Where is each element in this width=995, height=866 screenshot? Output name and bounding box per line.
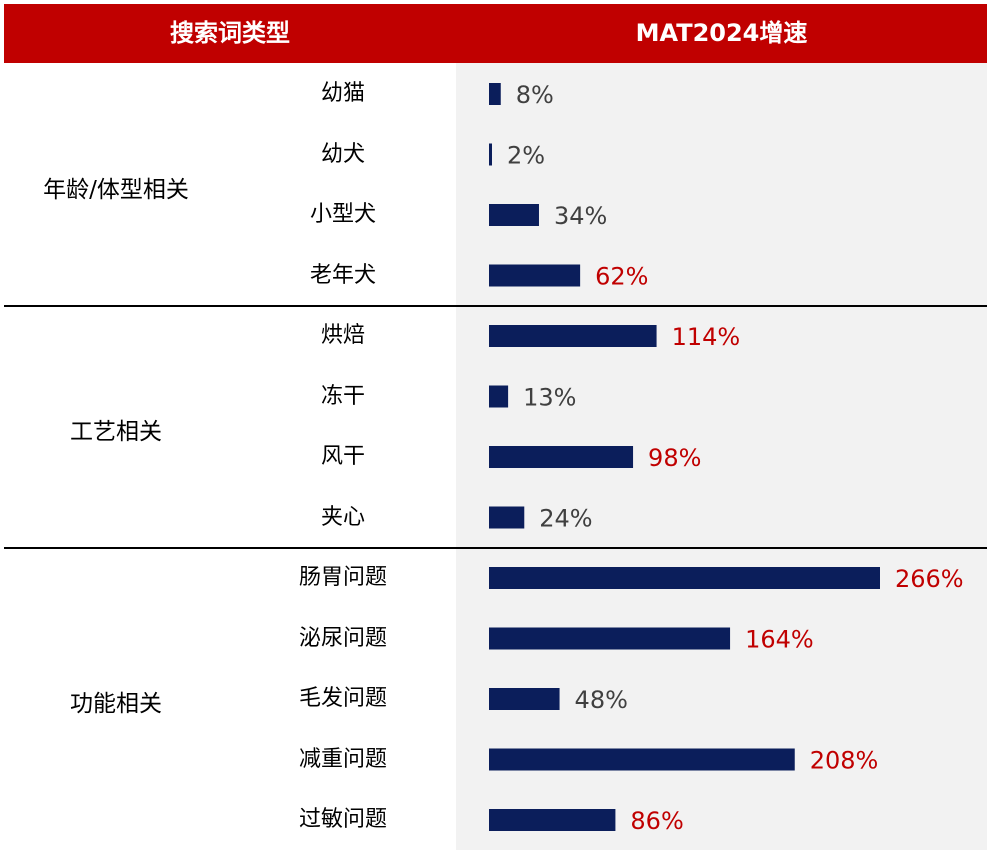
row-label: 肠胃问题 xyxy=(298,565,387,590)
row-label: 减重问题 xyxy=(298,746,387,772)
row-label: 夹心 xyxy=(320,504,365,530)
data-label: 86% xyxy=(630,807,683,835)
data-label: 34% xyxy=(554,202,607,230)
row-label: 泌尿问题 xyxy=(298,625,387,651)
bar xyxy=(489,809,616,831)
bar xyxy=(489,688,560,710)
data-label: 98% xyxy=(648,444,701,472)
bar xyxy=(489,83,501,105)
data-label: 62% xyxy=(595,263,648,291)
data-label: 8% xyxy=(516,81,554,109)
group-label: 工艺相关 xyxy=(70,418,162,445)
bar xyxy=(489,748,795,771)
data-label: 48% xyxy=(575,686,628,714)
row-label: 毛发问题 xyxy=(298,686,387,711)
header-search-term-type: 搜索词类型 xyxy=(170,19,290,47)
group-label: 功能相关 xyxy=(70,691,162,717)
bar xyxy=(489,264,581,287)
header-growth-rate: MAT2024增速 xyxy=(635,19,808,47)
bar xyxy=(489,325,657,347)
row-label: 小型犬 xyxy=(309,202,376,227)
group-divider xyxy=(4,546,987,549)
data-label: 24% xyxy=(539,505,592,533)
bar xyxy=(489,627,731,650)
data-label: 164% xyxy=(745,626,814,654)
row-label: 幼猫 xyxy=(320,81,365,106)
data-label: 114% xyxy=(672,323,741,351)
bar xyxy=(489,567,880,589)
group-label: 年龄/体型相关 xyxy=(43,176,189,203)
data-label: 208% xyxy=(810,747,879,775)
bar xyxy=(489,446,634,468)
group-divider xyxy=(4,304,987,307)
bar xyxy=(489,204,539,226)
data-label: 13% xyxy=(523,384,576,412)
row-label: 风干 xyxy=(320,444,365,469)
row-label: 冻干 xyxy=(320,383,365,409)
bar xyxy=(489,143,492,166)
data-label: 266% xyxy=(895,565,964,593)
bar xyxy=(489,385,509,408)
row-label: 烘焙 xyxy=(320,323,365,348)
row-label: 幼犬 xyxy=(320,141,365,167)
data-label: 2% xyxy=(507,142,545,170)
row-label: 老年犬 xyxy=(309,262,376,288)
bar xyxy=(489,506,525,529)
table-header: 搜索词类型 MAT2024增速 xyxy=(4,4,987,63)
row-label: 过敏问题 xyxy=(298,807,387,832)
